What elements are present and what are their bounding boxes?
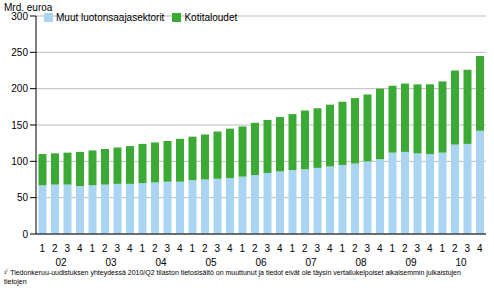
- svg-text:10: 10: [455, 257, 467, 268]
- svg-text:2: 2: [102, 243, 108, 254]
- svg-text:1: 1: [439, 243, 445, 254]
- svg-text:150: 150: [11, 120, 28, 131]
- svg-text:4: 4: [127, 243, 133, 254]
- svg-text:2: 2: [352, 243, 358, 254]
- svg-text:3: 3: [64, 243, 70, 254]
- svg-text:04: 04: [155, 257, 167, 268]
- svg-text:2: 2: [452, 243, 458, 254]
- svg-text:02: 02: [55, 257, 67, 268]
- svg-text:4: 4: [77, 243, 83, 254]
- svg-text:4: 4: [327, 243, 333, 254]
- svg-text:05: 05: [205, 257, 217, 268]
- svg-text:4: 4: [277, 243, 283, 254]
- svg-text:4: 4: [177, 243, 183, 254]
- html-text:¹⁾ Tiedonkeruu-uudistuksen yht: ¹⁾ Tiedonkeruu-uudistuksen yhteydessä 20…: [4, 269, 461, 285]
- svg-text:07: 07: [305, 257, 317, 268]
- svg-text:06: 06: [255, 257, 267, 268]
- html-text:Muut luotonsaajasektorit: Muut luotonsaajasektorit: [56, 12, 165, 23]
- svg-text:3: 3: [164, 243, 170, 254]
- svg-text:2: 2: [52, 243, 58, 254]
- svg-text:4: 4: [427, 243, 433, 254]
- svg-text:4: 4: [377, 243, 383, 254]
- svg-text:3: 3: [314, 243, 320, 254]
- svg-text:1: 1: [139, 243, 145, 254]
- html-text:Mrd. euroa: Mrd. euroa: [4, 2, 53, 13]
- svg-text:3: 3: [414, 243, 420, 254]
- svg-text:100: 100: [11, 156, 28, 167]
- svg-text:3: 3: [114, 243, 120, 254]
- svg-text:2: 2: [152, 243, 158, 254]
- svg-text:3: 3: [214, 243, 220, 254]
- svg-text:2: 2: [302, 243, 308, 254]
- svg-text:4: 4: [477, 243, 483, 254]
- svg-text:300: 300: [11, 11, 28, 22]
- svg-text:200: 200: [11, 83, 28, 94]
- svg-text:1: 1: [389, 243, 395, 254]
- svg-text:2: 2: [252, 243, 258, 254]
- svg-text:03: 03: [105, 257, 117, 268]
- svg-text:3: 3: [464, 243, 470, 254]
- svg-text:1: 1: [89, 243, 95, 254]
- svg-text:3: 3: [264, 243, 270, 254]
- svg-text:50: 50: [17, 192, 29, 203]
- svg-text:1: 1: [39, 243, 45, 254]
- svg-text:1: 1: [189, 243, 195, 254]
- svg-text:09: 09: [405, 257, 417, 268]
- html-text:Kotitaloudet: Kotitaloudet: [184, 12, 238, 23]
- svg-text:1: 1: [289, 243, 295, 254]
- svg-text:2: 2: [202, 243, 208, 254]
- svg-text:4: 4: [227, 243, 233, 254]
- svg-text:2: 2: [402, 243, 408, 254]
- svg-text:0: 0: [22, 229, 28, 240]
- svg-text:250: 250: [11, 47, 28, 58]
- svg-text:1: 1: [239, 243, 245, 254]
- svg-text:1: 1: [339, 243, 345, 254]
- svg-text:08: 08: [355, 257, 367, 268]
- svg-text:3: 3: [364, 243, 370, 254]
